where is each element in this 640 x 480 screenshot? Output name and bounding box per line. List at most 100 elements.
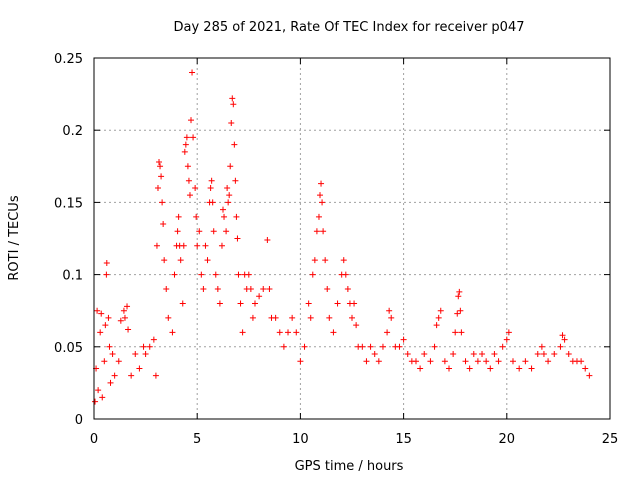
data-point bbox=[109, 351, 116, 358]
data-point bbox=[421, 351, 428, 358]
data-point bbox=[272, 314, 279, 321]
data-point bbox=[344, 286, 351, 293]
data-point bbox=[454, 310, 461, 317]
data-point bbox=[311, 257, 318, 264]
data-point bbox=[202, 242, 209, 249]
data-point bbox=[266, 286, 273, 293]
data-point bbox=[231, 141, 238, 148]
data-point bbox=[223, 228, 230, 235]
data-point bbox=[293, 329, 300, 336]
data-point bbox=[239, 329, 246, 336]
data-point bbox=[320, 228, 327, 235]
data-point bbox=[435, 314, 442, 321]
data-point bbox=[540, 351, 547, 358]
data-point bbox=[235, 271, 242, 278]
data-point bbox=[220, 206, 226, 213]
data-point bbox=[342, 271, 349, 278]
data-point bbox=[470, 351, 477, 358]
data-point bbox=[228, 119, 235, 126]
data-point bbox=[132, 351, 139, 358]
data-point bbox=[229, 95, 236, 102]
data-point bbox=[455, 293, 462, 300]
data-point bbox=[557, 343, 564, 350]
data-point bbox=[128, 372, 135, 379]
data-point bbox=[193, 213, 200, 220]
data-point bbox=[183, 134, 190, 141]
y-tick-label: 0.15 bbox=[54, 196, 83, 211]
data-point bbox=[214, 286, 221, 293]
y-tick-label: 0.1 bbox=[62, 269, 83, 284]
data-point bbox=[227, 163, 234, 170]
data-point bbox=[516, 365, 523, 372]
x-axis: 0 5 10 15 20 25 bbox=[90, 58, 618, 447]
x-tick-label: 20 bbox=[499, 432, 516, 447]
data-point bbox=[158, 173, 165, 180]
data-point bbox=[289, 314, 296, 321]
data-point bbox=[565, 351, 572, 358]
data-point bbox=[107, 379, 114, 386]
data-point bbox=[165, 314, 172, 321]
data-point bbox=[142, 351, 149, 358]
chart-title: Day 285 of 2021, Rate Of TEC Index for r… bbox=[174, 20, 525, 35]
data-point bbox=[124, 303, 131, 310]
data-point bbox=[95, 387, 102, 394]
data-point bbox=[586, 372, 593, 379]
data-point bbox=[157, 163, 164, 170]
grid-lines bbox=[94, 58, 610, 419]
data-point bbox=[153, 242, 160, 249]
data-point bbox=[159, 199, 166, 206]
data-point bbox=[534, 351, 541, 358]
data-point bbox=[260, 286, 267, 293]
data-point bbox=[234, 235, 241, 242]
data-point bbox=[232, 177, 239, 184]
data-point bbox=[120, 307, 127, 314]
y-axis-label: ROTI / TECUs bbox=[7, 195, 22, 280]
data-point bbox=[97, 329, 104, 336]
data-point bbox=[326, 314, 333, 321]
data-point bbox=[150, 336, 157, 343]
data-point bbox=[452, 329, 459, 336]
data-point bbox=[330, 329, 337, 336]
data-point bbox=[503, 336, 510, 343]
data-point bbox=[196, 228, 203, 235]
data-point bbox=[200, 286, 207, 293]
data-point bbox=[551, 351, 558, 358]
data-point bbox=[186, 192, 193, 199]
y-tick-label: 0 bbox=[75, 413, 83, 428]
data-point bbox=[457, 307, 464, 314]
x-tick-label: 25 bbox=[602, 432, 619, 447]
data-point bbox=[340, 257, 347, 264]
data-point bbox=[404, 351, 411, 358]
data-point bbox=[509, 358, 516, 365]
data-point bbox=[363, 358, 370, 365]
data-point bbox=[487, 365, 494, 372]
data-point bbox=[177, 257, 184, 264]
data-point bbox=[92, 398, 99, 405]
y-tick-label: 0.2 bbox=[62, 124, 83, 139]
data-point bbox=[437, 307, 444, 314]
data-point bbox=[117, 317, 124, 324]
data-point bbox=[106, 343, 113, 350]
data-point bbox=[94, 307, 101, 314]
data-point bbox=[431, 343, 438, 350]
data-point bbox=[103, 260, 110, 267]
data-point bbox=[256, 293, 263, 300]
data-point bbox=[309, 271, 316, 278]
data-point bbox=[180, 242, 187, 249]
data-point bbox=[305, 300, 312, 307]
data-point bbox=[161, 257, 168, 264]
data-point bbox=[102, 322, 109, 329]
data-point bbox=[559, 332, 566, 339]
data-point bbox=[226, 192, 233, 199]
data-point bbox=[375, 358, 382, 365]
data-point bbox=[98, 310, 105, 317]
data-point bbox=[218, 242, 225, 249]
data-point bbox=[209, 199, 216, 206]
data-point bbox=[388, 314, 395, 321]
data-point bbox=[169, 329, 176, 336]
data-point bbox=[251, 300, 258, 307]
data-point bbox=[208, 177, 215, 184]
data-point bbox=[417, 365, 424, 372]
data-point bbox=[101, 358, 108, 365]
x-tick-label: 5 bbox=[193, 432, 201, 447]
